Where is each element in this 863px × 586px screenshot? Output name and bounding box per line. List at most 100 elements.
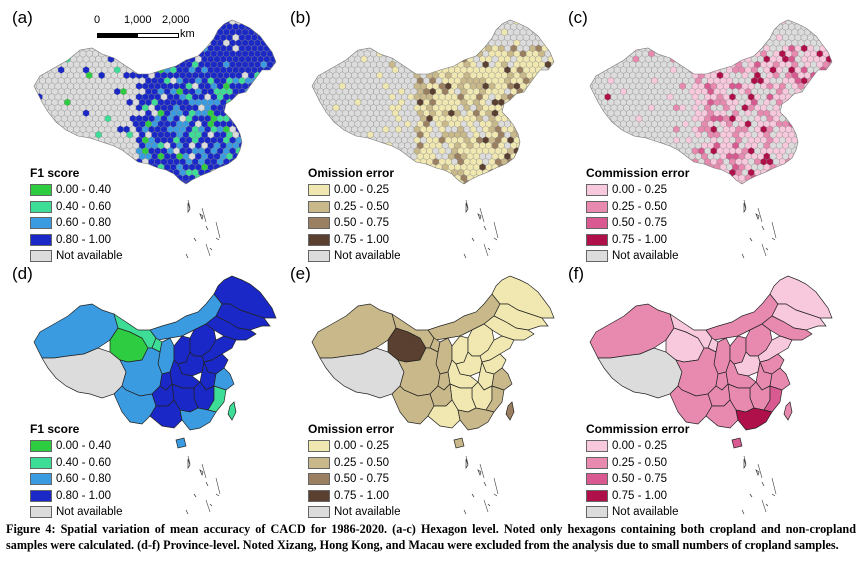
hexagon-cell (123, 39, 130, 47)
hexagon-cell (427, 191, 433, 198)
hexagon-cell (583, 142, 589, 149)
hexagon-cell (198, 20, 205, 26)
hexagon-cell (767, 191, 773, 198)
hexagon-cell (238, 152, 246, 161)
hexagon-cell (583, 99, 589, 106)
hexagon-cell (491, 174, 499, 182)
hexagon-cell (135, 157, 143, 166)
hexagon-cell (590, 49, 593, 58)
hexagon-cell (248, 147, 255, 155)
panel-label: (b) (290, 8, 311, 27)
legend-label: Not available (56, 250, 123, 263)
hexagon-cell (601, 44, 608, 53)
hexagon-cell (610, 28, 618, 37)
hexagon-cell (825, 141, 832, 150)
hexagon-cell (104, 39, 112, 47)
hexagon-cell (57, 33, 65, 42)
hexagon-cell (263, 152, 271, 161)
hexagon-cell (367, 152, 374, 161)
hexagon-cell (129, 179, 137, 184)
hexagon-cell (145, 174, 152, 182)
hexagon-cell (410, 55, 418, 64)
hexagon-cell (107, 44, 115, 53)
hexagon-cell (48, 20, 56, 26)
hexagon-cell (654, 147, 661, 155)
hexagon-cell (45, 55, 52, 64)
hexagon-cell (592, 28, 599, 37)
hexagon-cell (516, 152, 524, 161)
hexagon-cell (273, 191, 279, 198)
hexagon-cell (604, 125, 612, 134)
hexagon-cell (732, 22, 739, 31)
hexagon-cell (398, 33, 405, 42)
province-taiwan (227, 401, 237, 421)
hexagon-cell (620, 12, 626, 19)
hexagon-cell (816, 179, 824, 184)
hexagon-cell (216, 179, 224, 184)
hexagon-cell (800, 120, 808, 128)
hexagon-cell (223, 168, 230, 177)
hexagon-cell (92, 157, 99, 166)
hexagon-cell (535, 87, 542, 96)
hexagon-cell (723, 191, 729, 198)
hexagon-cell (429, 33, 436, 42)
hexagon-cell (401, 20, 408, 26)
legend-item: 0.60 - 0.80 (30, 471, 122, 488)
hexagon-cell (482, 179, 489, 184)
hexagon-cell (645, 141, 652, 150)
hexagon-cell (698, 20, 705, 26)
hexagon-cell (148, 179, 155, 184)
hexagon-cell (57, 44, 65, 53)
hexagon-cell (676, 12, 682, 19)
hexagon-cell (432, 39, 440, 47)
hexagon-cell (601, 141, 608, 150)
hexagon-cell (547, 66, 554, 74)
hexagon-cell (623, 136, 630, 145)
hexagon-cell (819, 120, 827, 128)
hexagon-cell (145, 185, 151, 192)
hexagon-cell (241, 179, 249, 184)
hexagon-cell (829, 191, 835, 198)
hexagon-cell (332, 125, 340, 134)
hexagon-cell (551, 136, 554, 145)
hexagon-cell (782, 174, 789, 182)
hexagon-cell (216, 168, 224, 177)
hexagon-cell (376, 39, 383, 47)
legend-item: 0.75 - 1.00 (586, 232, 689, 249)
hexagon-cell (123, 179, 130, 184)
hexagon-cell (648, 136, 655, 145)
hexagon-cell (595, 33, 602, 42)
hexagon-cell (810, 82, 817, 91)
hexagon-cell (792, 191, 798, 198)
hexagon-cell (407, 157, 415, 166)
hexagon-cell (108, 12, 114, 19)
hexagon-cell (832, 45, 838, 52)
hexagon-cell (813, 98, 820, 107)
hexagon-cell (590, 66, 596, 74)
hexagon-cell (101, 44, 109, 53)
legend: Omission error 0.00 - 0.25 0.25 - 0.50 0.50… (308, 422, 400, 521)
hexagon-cell (426, 168, 433, 177)
hexagon-cell (70, 44, 77, 53)
hexagon-cell (77, 12, 83, 19)
hexagon-cell (822, 125, 830, 134)
hexagon-cell (76, 130, 84, 139)
hexagon-cell (36, 49, 43, 58)
hexagon-cell (519, 136, 527, 145)
hexagon-cell (392, 22, 399, 31)
hexagon-cell (590, 130, 596, 139)
hexagon-cell (413, 20, 421, 26)
hexagon-cell (429, 55, 436, 64)
hexagon-cell (317, 141, 324, 150)
hexagon-cell (407, 49, 415, 58)
hexagon-cell (104, 147, 112, 155)
scale-bar-black (97, 33, 137, 38)
hexagon-cell (816, 93, 824, 101)
hexagon-cell (260, 71, 268, 80)
hexagon-cell (110, 39, 118, 47)
hexagon-cell (323, 22, 330, 31)
hexagon-cell (832, 131, 838, 138)
legend-swatch (30, 456, 52, 469)
hexagon-cell (254, 147, 261, 155)
hexagon-cell (747, 28, 755, 37)
